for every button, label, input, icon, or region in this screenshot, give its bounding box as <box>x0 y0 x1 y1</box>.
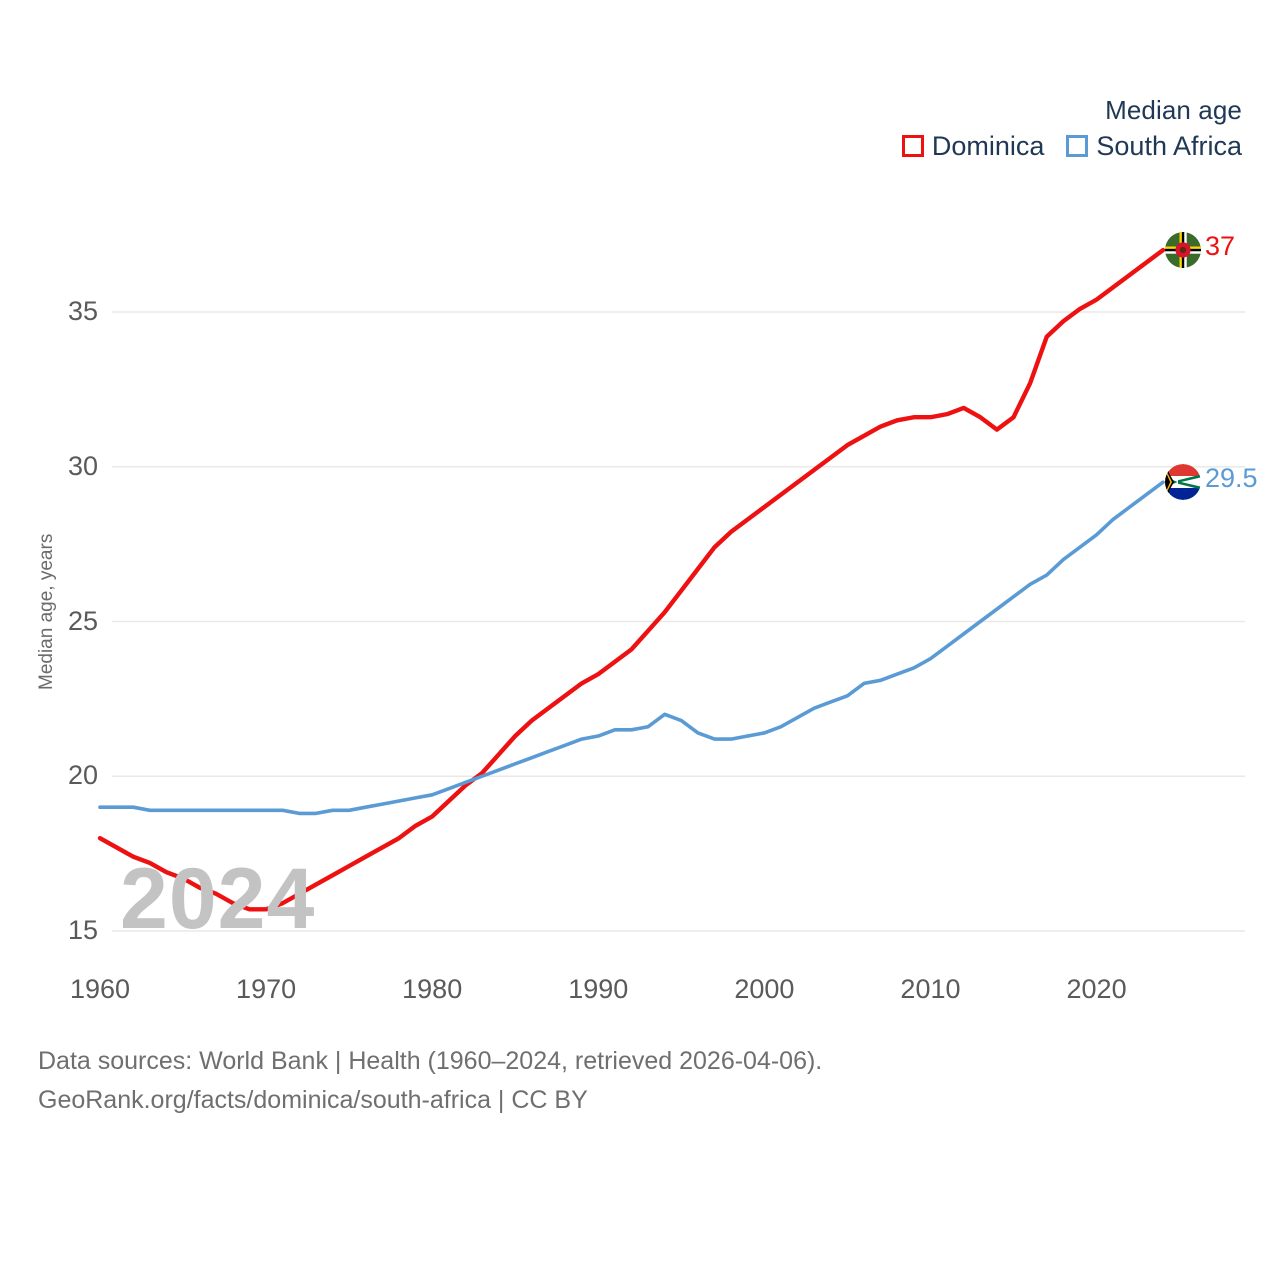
x-tick-label: 2020 <box>1066 974 1127 1004</box>
series-line-dominica <box>97 247 1166 912</box>
footer-line-1: Data sources: World Bank | Health (1960–… <box>38 1047 823 1075</box>
dominica-flag-icon <box>1165 232 1201 269</box>
legend-item-south-africa[interactable]: South Africa <box>1066 130 1242 161</box>
south-africa-flag-icon <box>1165 464 1201 501</box>
legend-title: Median age <box>1105 95 1242 125</box>
series-line-south-africa <box>98 480 1165 816</box>
year-watermark: 2024 <box>120 851 316 947</box>
dominica-endpoint-value: 37 <box>1205 231 1236 262</box>
legend-swatch-south-africa <box>1066 135 1089 158</box>
y-tick-label: 35 <box>67 296 98 326</box>
footer-line-2: GeoRank.org/facts/dominica/south-africa … <box>38 1085 588 1114</box>
y-tick-label: 25 <box>67 605 98 636</box>
chart-legend: Median age Dominica South Africa <box>901 95 1242 161</box>
chart-plot-area: 2024 Median age, years 15 20 25 30 35 1960 19… <box>36 231 1258 1004</box>
y-tick-label: 30 <box>67 450 98 481</box>
x-tick-label: 1990 <box>568 974 629 1004</box>
footer-attribution: Data sources: World Bank | Health (1960–… <box>38 1042 822 1120</box>
x-tick-label: 2010 <box>900 974 961 1004</box>
south-africa-endpoint-value: 29.5 <box>1205 463 1258 494</box>
legend-swatch-dominica <box>901 135 924 158</box>
x-tick-label: 1970 <box>236 974 297 1004</box>
x-tick-label: 2000 <box>734 974 795 1004</box>
y-tick-label: 15 <box>67 915 98 945</box>
y-tick-label: 20 <box>67 760 98 791</box>
x-tick-label: 1960 <box>69 974 131 1004</box>
x-tick-label: 1980 <box>402 974 463 1004</box>
line-chart-svg <box>97 247 1245 932</box>
legend-item-dominica[interactable]: Dominica <box>901 130 1045 161</box>
legend-label-south-africa: South Africa <box>1096 130 1242 161</box>
legend-label-dominica: Dominica <box>931 130 1045 161</box>
